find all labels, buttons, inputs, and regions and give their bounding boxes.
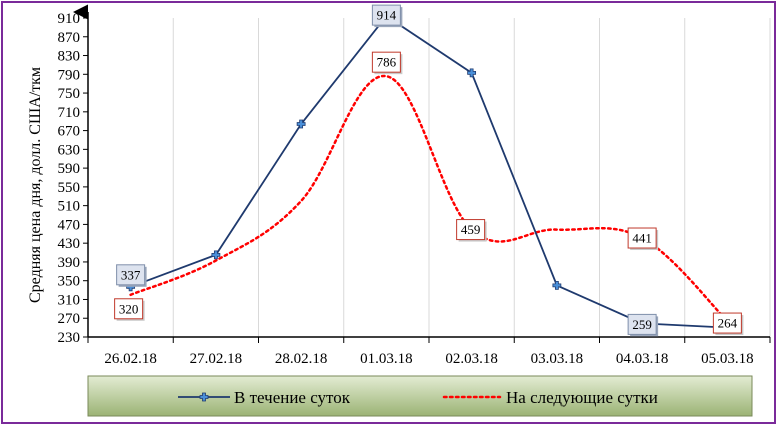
data-labels: 337 914 259 320 786 459 441 264	[114, 4, 744, 337]
data-label-box	[116, 264, 146, 286]
data-label-next-day: 264	[712, 312, 744, 336]
point-marker-icon	[467, 68, 477, 78]
x-tick-label: 04.03.18	[616, 351, 669, 367]
y-tick-labels: 910 870 830 790 750 710 670 630 590 550 510 470 430 3…	[58, 11, 88, 346]
data-label-box	[371, 51, 401, 73]
y-tick-label: 870	[58, 30, 81, 46]
data-label-text: 786	[377, 55, 397, 70]
series-point-within-day	[552, 280, 562, 290]
data-label-next-day: 786	[371, 51, 403, 75]
x-tick-label: 03.03.18	[531, 351, 584, 367]
x-tick-label: 05.03.18	[701, 351, 754, 367]
grid-lines	[172, 18, 771, 337]
data-label-box	[371, 4, 401, 26]
y-tick-label: 830	[58, 49, 81, 65]
y-axis-label: Средняя цена дня, долл. США/ткм	[27, 67, 44, 303]
y-tick-label: 430	[58, 236, 81, 252]
series-point-within-day	[211, 250, 221, 260]
series-point-within-day	[467, 68, 477, 78]
y-tick-label: 470	[58, 217, 81, 233]
y-tick-label: 790	[58, 67, 81, 83]
x-tick-label: 01.03.18	[360, 351, 413, 367]
y-tick-label: 750	[58, 86, 81, 102]
data-label-text: 441	[632, 231, 652, 246]
point-marker-icon	[199, 392, 209, 402]
y-tick-label: 230	[58, 330, 81, 346]
x-tick-label: 27.02.18	[190, 351, 243, 367]
data-label-text: 914	[377, 8, 397, 23]
data-label-within-day: 914	[371, 4, 403, 28]
y-tick-label: 630	[58, 142, 81, 158]
legend-item-within-day: В течение суток	[178, 388, 351, 407]
x-tick-label: 02.03.18	[445, 351, 498, 367]
y-tick-label: 390	[58, 255, 81, 271]
data-label-box	[456, 219, 486, 241]
point-marker-icon	[211, 250, 221, 260]
data-label-text: 337	[121, 267, 141, 282]
y-tick-label: 670	[58, 124, 81, 140]
x-tick-label: 28.02.18	[275, 351, 328, 367]
data-label-box	[712, 312, 742, 334]
y-tick-label: 350	[58, 274, 81, 290]
data-label-next-day: 320	[114, 298, 145, 321]
y-tick-label: 270	[58, 311, 81, 327]
data-label-text: 259	[632, 317, 652, 332]
data-label-box	[627, 313, 657, 335]
x-tick-label: 26.02.18	[104, 351, 157, 367]
y-tick-label: 710	[58, 105, 81, 121]
y-tick-label: 310	[58, 292, 81, 308]
legend-label-within-day: В течение суток	[234, 388, 351, 407]
y-tick-label: 510	[58, 199, 81, 215]
y-tick-label: 910	[58, 11, 81, 27]
data-label-within-day: 259	[627, 313, 659, 337]
x-tick-labels: 26.02.18 27.02.18 28.02.18 01.03.18 02.03.18…	[104, 351, 753, 367]
data-label-box	[627, 227, 657, 249]
data-label-within-day: 337	[116, 264, 147, 287]
data-label-text: 320	[119, 301, 139, 316]
data-label-box	[114, 298, 144, 320]
legend-marker	[199, 392, 209, 402]
series-point-within-day	[296, 119, 306, 129]
y-tick-label: 590	[58, 161, 81, 177]
legend: В течение суток На следующие сутки	[87, 375, 753, 417]
legend-label-next-day: На следующие сутки	[506, 388, 658, 407]
y-tick-label: 550	[58, 180, 81, 196]
data-label-next-day: 459	[456, 219, 487, 242]
data-label-text: 264	[718, 316, 738, 331]
data-label-text: 459	[461, 222, 481, 237]
legend-item-next-day: На следующие сутки	[442, 388, 658, 407]
legend-box	[87, 375, 753, 417]
axes	[73, 4, 771, 343]
point-marker-icon	[296, 119, 306, 129]
point-marker-icon	[552, 280, 562, 290]
data-label-next-day: 441	[627, 227, 659, 251]
